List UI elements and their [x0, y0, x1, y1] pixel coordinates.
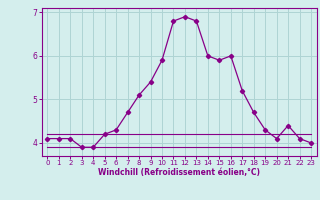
- X-axis label: Windchill (Refroidissement éolien,°C): Windchill (Refroidissement éolien,°C): [98, 168, 260, 177]
